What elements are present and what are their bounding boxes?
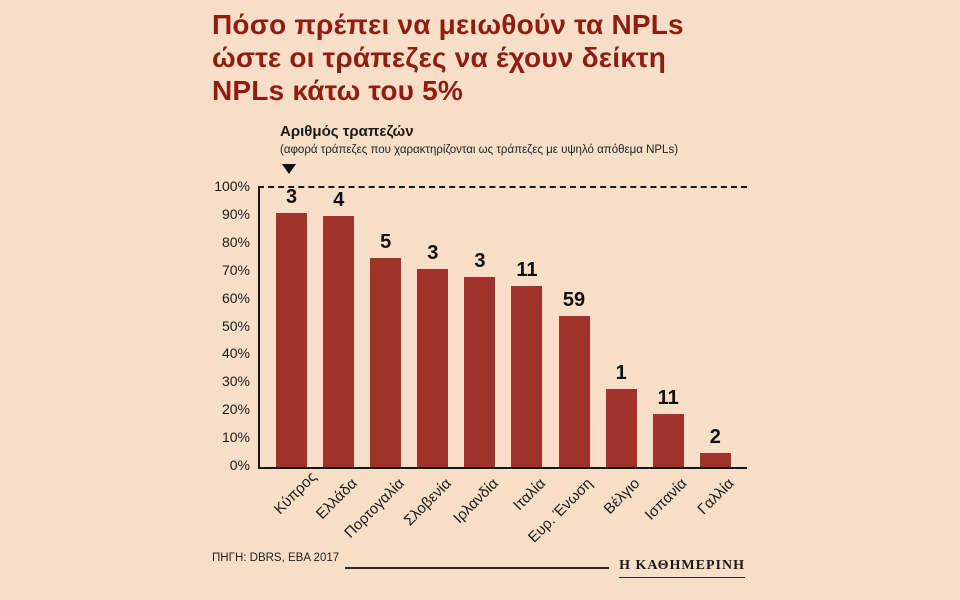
y-axis-tick-label: 0% xyxy=(229,457,250,473)
y-axis-tick-label: 20% xyxy=(221,401,250,418)
y-axis-tick-label: 90% xyxy=(221,205,250,222)
brand-rule-line xyxy=(345,567,610,569)
bar-value-label: 3 xyxy=(427,241,439,264)
bar-value-label: 5 xyxy=(380,230,392,253)
x-axis-label: Σλοβενία xyxy=(400,475,455,530)
bar: 11 xyxy=(652,387,684,467)
bar-value-label: 2 xyxy=(709,426,721,449)
down-triangle-icon xyxy=(282,164,296,174)
x-axis-label: Ιταλία xyxy=(510,475,550,514)
bar: 2 xyxy=(699,426,731,467)
bar: 59 xyxy=(558,289,590,467)
bar: 1 xyxy=(605,362,637,467)
y-axis-tick-label: 30% xyxy=(221,373,250,390)
bars-container: 3 4 5 3 3 11 59 1 11 2 xyxy=(260,186,747,467)
bar: 3 xyxy=(464,250,496,467)
bar-value-label: 11 xyxy=(657,387,679,409)
axis-note: (αφορά τράπεζες που χαρακτηρίζονται ως τ… xyxy=(280,144,679,156)
bar: 5 xyxy=(370,231,402,467)
y-axis-tick-label: 100% xyxy=(214,178,250,194)
bar: 4 xyxy=(323,189,355,467)
chart-title: Πόσο πρέπει να μειωθούν τα NPLs ώστε οι … xyxy=(212,9,684,107)
axis-note-title: Αριθμός τραπεζών xyxy=(280,123,414,140)
x-axis-label: Ευρ. Ένωση xyxy=(524,475,597,547)
bar-chart-plot-area: 3 4 5 3 3 11 59 1 11 2 xyxy=(258,186,747,469)
x-axis-label: Βέλγιο xyxy=(600,475,644,518)
bar-value-label: 11 xyxy=(516,258,538,281)
bar-value-label: 1 xyxy=(615,361,627,384)
x-axis-label: Κύπρος xyxy=(270,468,321,518)
bar: 3 xyxy=(276,186,308,467)
y-axis-tick-label: 40% xyxy=(221,345,250,362)
brand-row: Η ΚΑΘΗΜΕΡΙΝΗ xyxy=(345,558,745,578)
brand-logotype: Η ΚΑΘΗΜΕΡΙΝΗ xyxy=(619,558,745,578)
bar: 11 xyxy=(511,259,543,467)
source-note: ΠΗΓΗ: DBRS, EBA 2017 xyxy=(212,552,340,564)
x-axis-label: Ισπανία xyxy=(641,475,691,524)
bar-value-label: 59 xyxy=(562,289,586,312)
x-axis-label: Ελλάδα xyxy=(312,475,361,523)
bar-value-label: 3 xyxy=(474,250,486,273)
y-axis-tick-label: 50% xyxy=(221,317,250,334)
y-axis-tick-label: 60% xyxy=(221,289,250,306)
y-axis-tick-label: 70% xyxy=(221,261,250,278)
y-axis-tick-label: 10% xyxy=(221,429,250,446)
bar: 3 xyxy=(417,242,449,467)
x-axis-label: Γαλλία xyxy=(694,475,738,519)
y-axis-tick-label: 80% xyxy=(221,233,250,250)
bar-value-label: 3 xyxy=(286,186,298,209)
x-axis-label: Ιρλανδία xyxy=(450,475,502,527)
bar-value-label: 4 xyxy=(333,188,345,211)
